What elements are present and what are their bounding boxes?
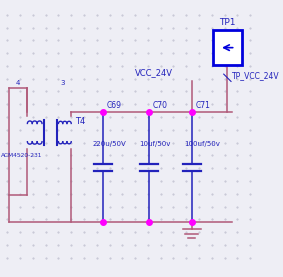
Text: 100uf/50v: 100uf/50v xyxy=(185,141,220,147)
Text: ACM4520-231: ACM4520-231 xyxy=(1,153,42,158)
Text: VCC_24V: VCC_24V xyxy=(135,68,173,77)
Text: C69: C69 xyxy=(107,101,122,110)
Text: TP_VCC_24V: TP_VCC_24V xyxy=(232,71,280,80)
Text: 220u/50V: 220u/50V xyxy=(92,141,126,147)
Text: T4: T4 xyxy=(75,117,85,126)
Text: 10uf/50v: 10uf/50v xyxy=(140,141,171,147)
Text: C70: C70 xyxy=(153,101,168,110)
Text: 3: 3 xyxy=(60,80,65,86)
Text: 4: 4 xyxy=(16,80,20,86)
Text: C71: C71 xyxy=(195,101,210,110)
Text: TP1: TP1 xyxy=(219,18,236,27)
Bar xyxy=(213,30,242,65)
